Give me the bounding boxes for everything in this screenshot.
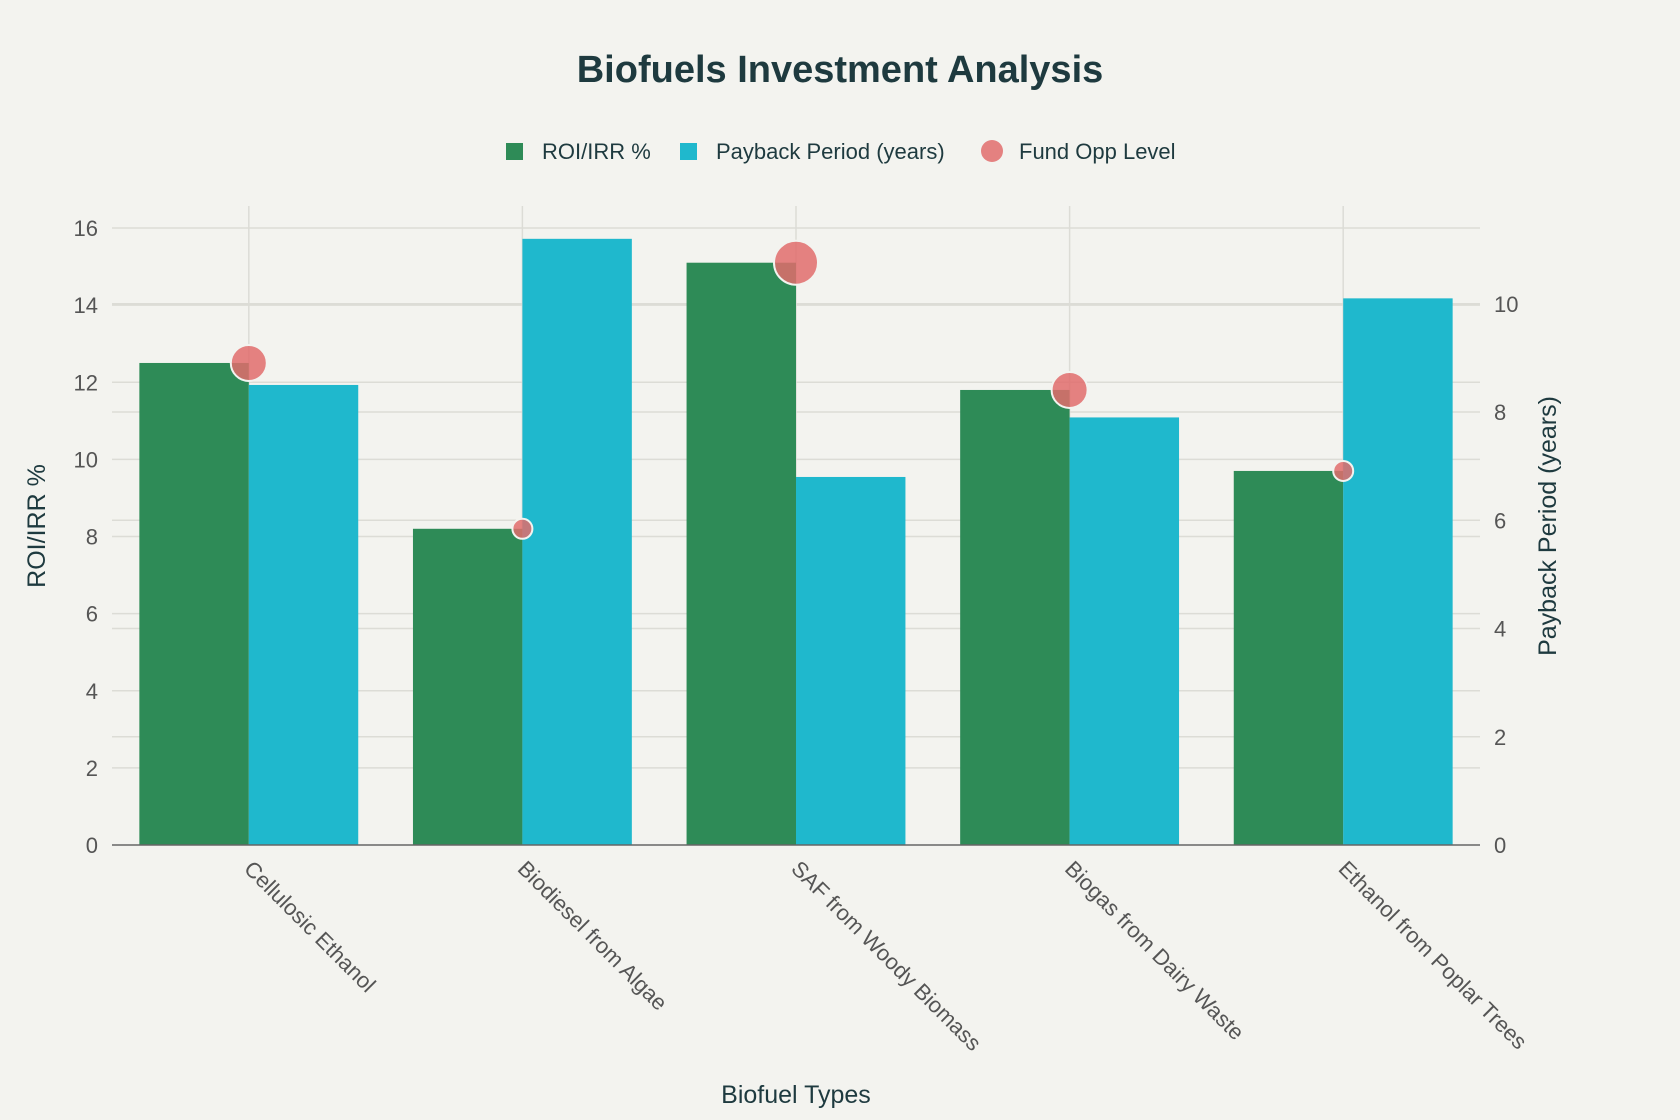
x-tick-label: Cellulosic Ethanol bbox=[239, 856, 380, 997]
markers bbox=[229, 239, 1355, 540]
y-tick-label: 6 bbox=[86, 602, 98, 627]
y-tick-label: 16 bbox=[74, 216, 98, 241]
y-tick-label: 12 bbox=[74, 370, 98, 395]
y-tick-label: 10 bbox=[74, 447, 98, 472]
y2-tick-label: 8 bbox=[1494, 400, 1506, 425]
y2-tick-label: 6 bbox=[1494, 508, 1506, 533]
bars bbox=[139, 238, 1453, 846]
x-tick-label: SAF from Woody Biomass bbox=[786, 856, 986, 1056]
legend-label-fund-opp: Fund Opp Level bbox=[1019, 139, 1176, 164]
legend-swatch-fund-opp bbox=[981, 140, 1003, 162]
y2-tick-label: 4 bbox=[1494, 617, 1506, 642]
bar-roi bbox=[412, 528, 523, 845]
bar-roi bbox=[686, 262, 796, 845]
x-tick-label: Biogas from Dairy Waste bbox=[1060, 856, 1249, 1045]
marker-fund-opp bbox=[773, 239, 819, 286]
bar-payback bbox=[522, 238, 632, 845]
y-tick-label: 2 bbox=[86, 756, 98, 781]
legend-item-roi[interactable]: ROI/IRR % bbox=[506, 139, 651, 164]
chart-title: Biofuels Investment Analysis bbox=[577, 49, 1104, 91]
y2-axis-title: Payback Period (years) bbox=[1534, 396, 1562, 656]
legend: ROI/IRR % Payback Period (years) Fund Op… bbox=[506, 139, 1176, 164]
legend-label-payback: Payback Period (years) bbox=[716, 139, 945, 164]
legend-item-payback[interactable]: Payback Period (years) bbox=[680, 139, 945, 164]
x-axis-title: Biofuel Types bbox=[721, 1081, 871, 1109]
bar-roi bbox=[1233, 470, 1344, 845]
marker-fund-opp bbox=[229, 343, 268, 382]
y2-tick-label: 10 bbox=[1494, 292, 1518, 317]
bar-payback bbox=[248, 384, 359, 845]
bar-payback bbox=[1343, 298, 1453, 846]
y-tick-label: 14 bbox=[74, 293, 98, 318]
bar-roi bbox=[960, 389, 1070, 845]
y-axis-title: ROI/IRR % bbox=[23, 464, 51, 588]
x-tick-label: Biodiesel from Algae bbox=[513, 856, 672, 1015]
marker-fund-opp bbox=[1332, 459, 1355, 482]
x-tick-label: Ethanol from Poplar Trees bbox=[1334, 856, 1532, 1054]
legend-item-fund-opp[interactable]: Fund Opp Level bbox=[981, 139, 1176, 164]
bar-payback bbox=[1069, 417, 1180, 845]
legend-swatch-roi bbox=[506, 143, 523, 160]
marker-fund-opp bbox=[1050, 370, 1089, 409]
legend-label-roi: ROI/IRR % bbox=[542, 139, 651, 164]
bar-payback bbox=[796, 476, 906, 845]
marker-fund-opp bbox=[511, 517, 534, 540]
y2-tick-label: 2 bbox=[1494, 725, 1506, 750]
y2-tick-label: 0 bbox=[1494, 833, 1506, 858]
y-tick-label: 8 bbox=[86, 525, 98, 550]
legend-swatch-payback bbox=[680, 143, 697, 160]
bar-roi bbox=[139, 362, 249, 845]
y-tick-label: 0 bbox=[86, 833, 98, 858]
y-tick-label: 4 bbox=[86, 679, 98, 704]
